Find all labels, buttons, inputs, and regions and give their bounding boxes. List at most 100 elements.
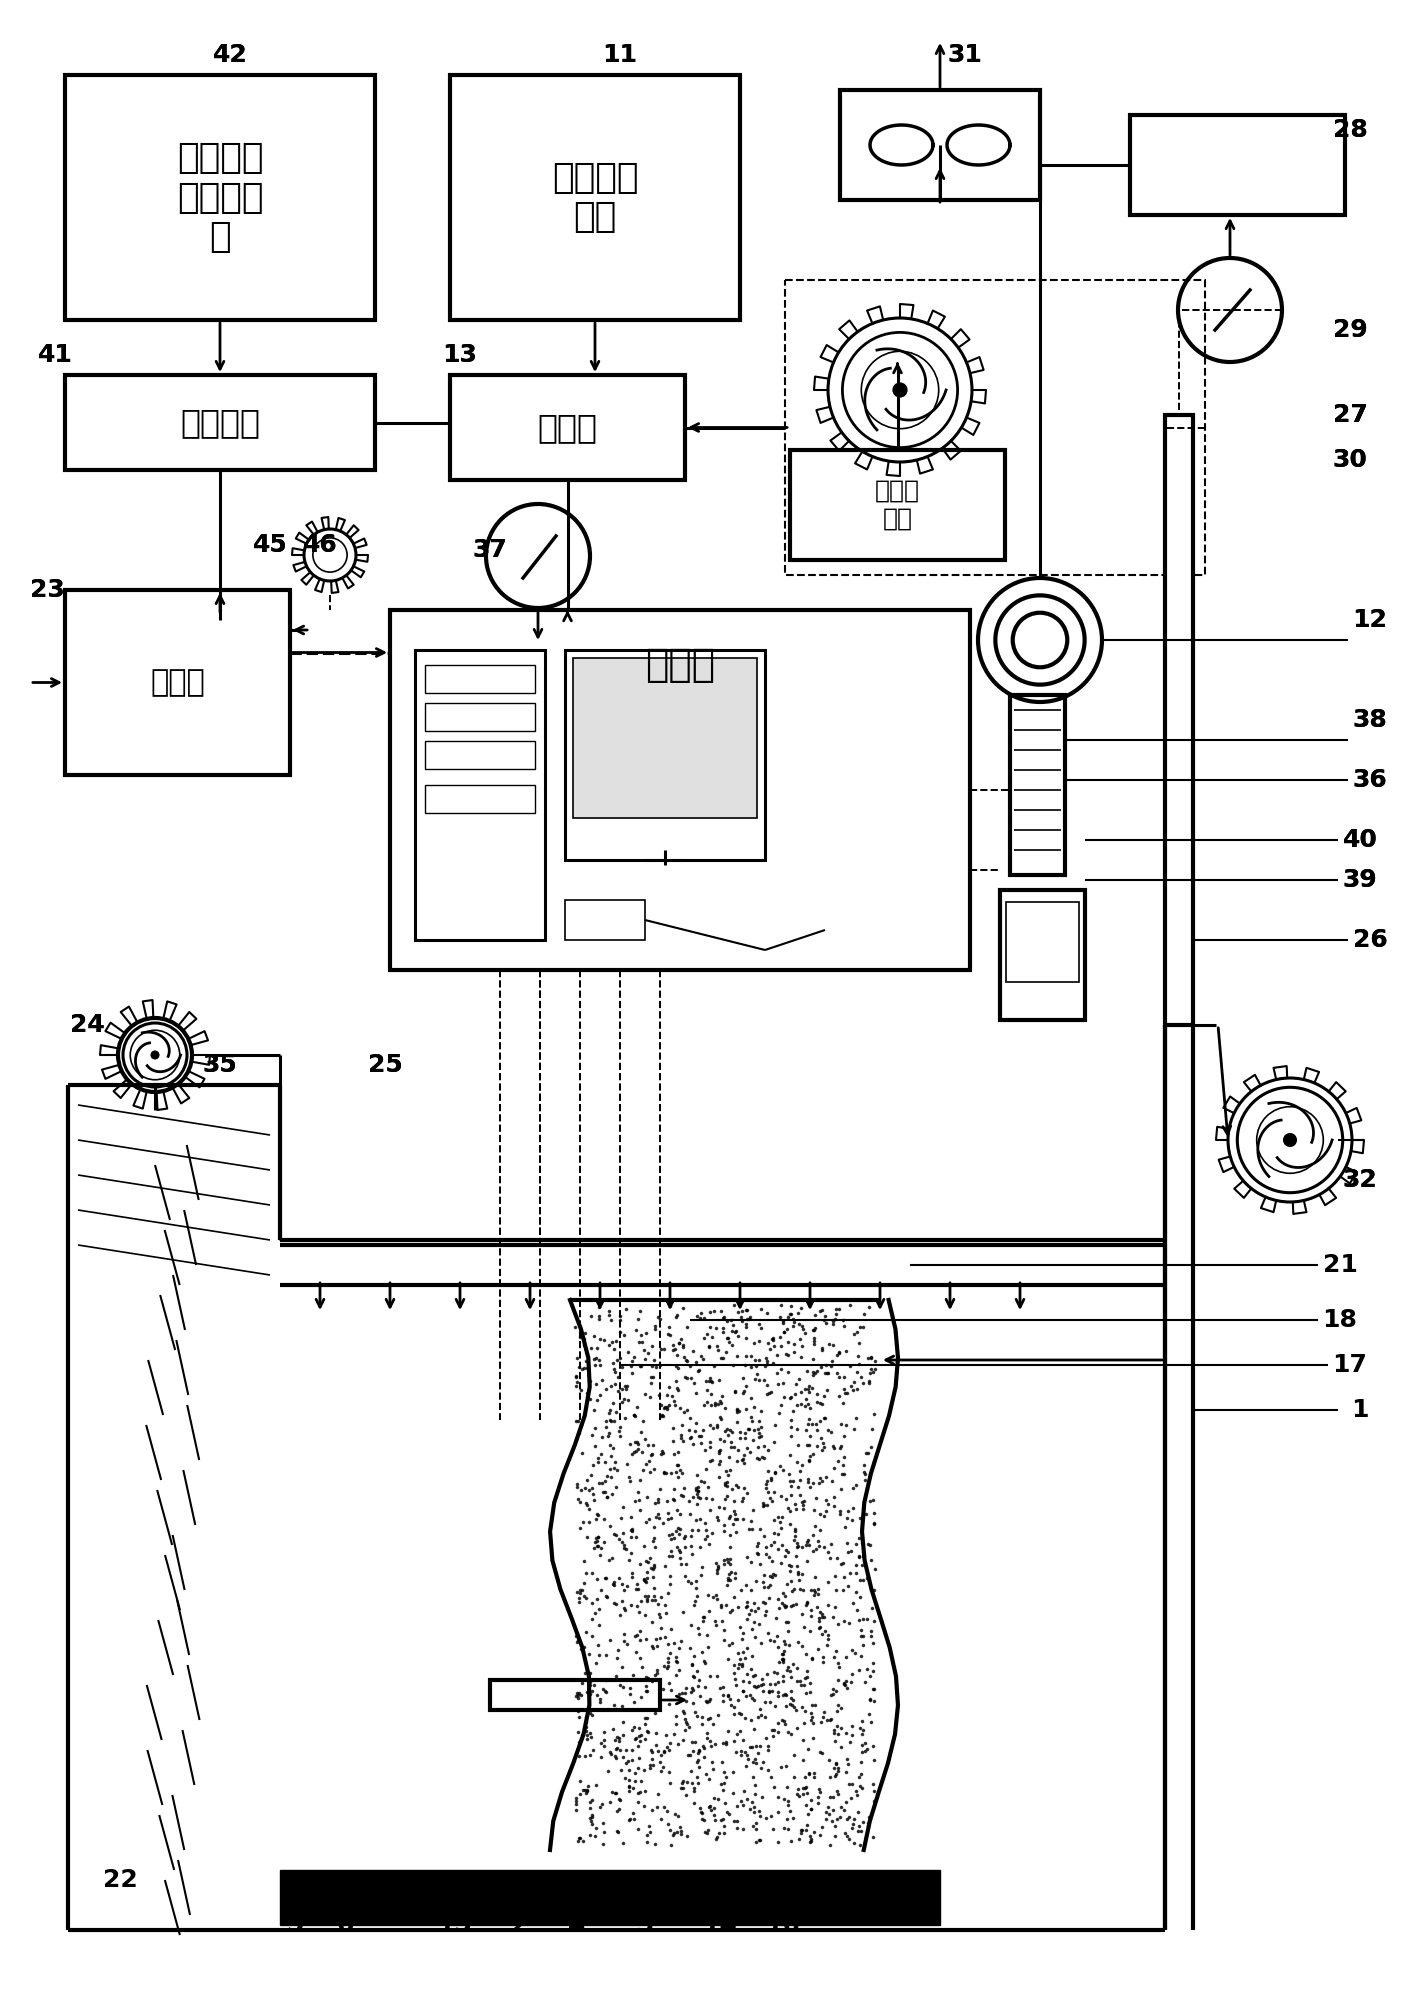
Point [749,1626,772,1658]
Point [591,1788,614,1820]
Point [594,1464,617,1496]
Point [758,1542,780,1574]
Point [722,1508,745,1540]
Circle shape [483,1914,490,1922]
Point [782,1464,804,1496]
Circle shape [286,1914,293,1922]
Point [777,1302,800,1334]
Point [813,1602,835,1634]
Point [581,1808,604,1840]
Point [611,1490,634,1522]
Point [835,1742,858,1774]
Point [711,1316,734,1348]
Point [587,1628,610,1660]
Point [648,1486,670,1518]
Point [594,1674,617,1706]
Point [731,1636,753,1668]
Point [864,1684,886,1716]
Circle shape [594,1914,601,1922]
Point [799,1440,821,1472]
Text: 37: 37 [473,538,508,562]
Point [849,1360,872,1392]
Point [700,1378,722,1410]
Point [796,1660,818,1692]
Point [666,1816,689,1848]
Point [738,1414,761,1446]
Point [684,1726,707,1758]
Point [834,1756,856,1788]
Point [753,1364,776,1396]
Point [687,1472,710,1504]
Point [679,1756,701,1788]
Point [662,1412,684,1444]
Point [827,1756,849,1788]
Point [755,1594,777,1626]
Point [862,1648,885,1680]
Point [605,1722,628,1754]
Point [783,1520,806,1552]
Point [745,1538,768,1570]
Point [586,1498,608,1530]
Point [785,1694,807,1726]
Point [626,1574,649,1606]
Point [614,1594,636,1626]
Point [735,1592,758,1624]
Point [610,1316,632,1348]
Point [634,1564,656,1596]
Point [601,1542,624,1574]
Point [770,1638,793,1670]
Point [672,1522,694,1554]
Point [632,1334,655,1366]
Circle shape [847,1914,854,1922]
Point [566,1576,588,1608]
Point [617,1384,639,1416]
Point [607,1634,629,1666]
Circle shape [151,1052,159,1058]
Point [763,1560,786,1592]
Point [794,1678,817,1710]
Point [701,1516,724,1548]
Point [711,1774,734,1806]
Text: 1: 1 [1352,1398,1369,1422]
Point [848,1604,871,1636]
Point [594,1640,617,1672]
Point [766,1584,789,1616]
Point [817,1618,840,1650]
Point [639,1542,662,1574]
Point [707,1388,729,1420]
Point [576,1464,598,1496]
Point [735,1570,758,1602]
Point [573,1546,595,1578]
Text: 5: 5 [286,1912,303,1936]
Point [586,1332,608,1364]
Point [806,1782,828,1814]
Point [665,1644,687,1676]
Point [852,1540,875,1572]
Point [848,1654,871,1686]
Point [684,1346,707,1378]
Point [621,1560,643,1592]
Point [724,1664,746,1696]
Point [634,1342,656,1374]
Point [831,1448,854,1480]
Point [693,1322,715,1354]
Point [776,1716,799,1748]
Point [618,1770,641,1802]
Point [737,1744,759,1776]
Text: 22: 22 [103,1868,137,1892]
Point [621,1358,643,1390]
Point [590,1742,612,1774]
Point [859,1660,882,1692]
Circle shape [468,1914,476,1922]
Point [775,1678,797,1710]
Bar [425,784,535,812]
Point [841,1634,864,1666]
Point [841,1812,864,1844]
Point [649,1438,672,1470]
Point [610,1670,632,1702]
Point [566,1678,588,1710]
Point [761,1484,783,1516]
Point [851,1736,873,1768]
Point [854,1734,876,1766]
Point [780,1824,803,1856]
